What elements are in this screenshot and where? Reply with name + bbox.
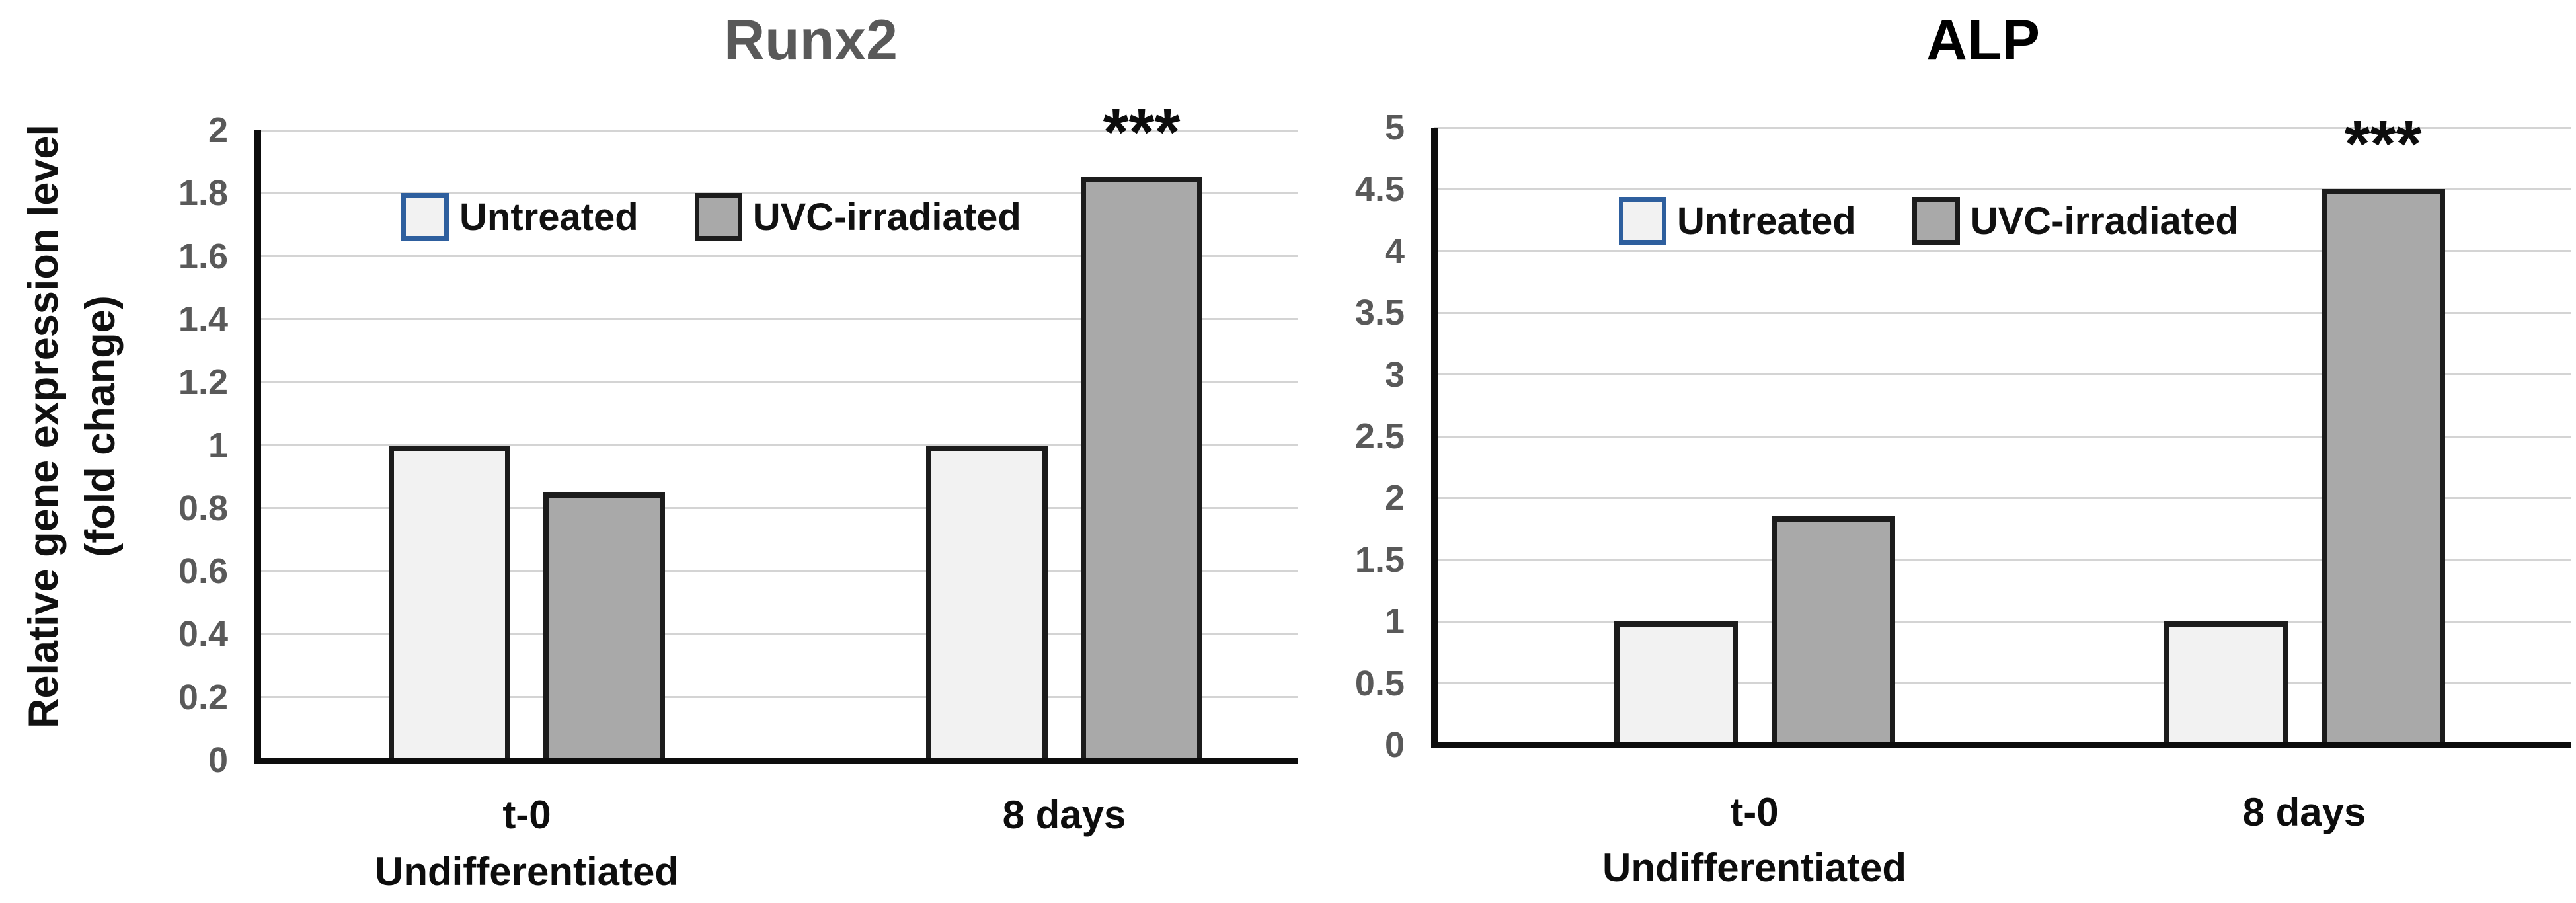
gridline [1434,682,2571,685]
x-category-label: t-0 [1730,790,1779,834]
chart-title-alp: ALP [1926,9,2040,72]
legend-swatch-uvc-irradiated [1912,197,1960,245]
gridline [1434,435,2571,438]
y-axis-tick-label: 1.5 [1354,539,1405,580]
bar-uvc-irradiated-8-days [2321,189,2445,748]
gridline [1434,373,2571,376]
gridline [1434,188,2571,190]
y-axis-tick-label: 3 [1384,354,1405,395]
gridline [258,570,1298,572]
y-axis-line [254,130,261,763]
gridline [1434,496,2571,499]
x-axis-line [254,758,1298,764]
y-axis-tick-label: 4 [1384,231,1405,271]
significance-annotation: *** [1103,95,1181,170]
gridline [258,192,1298,194]
y-axis-tick-label: 1.8 [178,173,228,214]
x-category-label: t-0 [502,793,551,837]
bar-untreated-8-days [926,445,1048,763]
y-axis-tick-label: 0.2 [178,677,228,717]
gridline [1434,250,2571,253]
bar-untreated-t-0 [1614,621,1738,748]
y-axis-tick-label: 0.6 [178,551,228,592]
gridline [1434,311,2571,314]
legend-swatch-uvc-irradiated [694,193,742,241]
y-axis-tick-label: 2 [208,110,228,150]
legend-label-untreated: Untreated [459,195,639,239]
y-axis-tick-label: 2.5 [1354,416,1405,456]
bar-uvc-irradiated-t-0 [1771,516,1895,748]
y-axis-tick-label: 5 [1384,108,1405,147]
x-category-label: 8 days [2242,790,2366,834]
gridline [258,444,1298,446]
bar-uvc-irradiated-t-0 [543,492,665,763]
bar-untreated-t-0 [389,445,510,763]
gridline [1434,559,2571,561]
y-axis-tick-label: 2 [1384,478,1405,518]
y-axis-tick-label: 0 [1384,725,1405,765]
x-category-sublabel: Undifferentiated [1602,845,1907,890]
y-axis-tick-label: 0.4 [178,614,228,654]
legend-swatch-untreated [401,193,449,241]
gridline [258,696,1298,699]
y-axis-tick-label: 1.2 [178,362,228,403]
gridline [258,381,1298,383]
y-axis-tick-label: 1 [1384,602,1405,642]
gridline [1434,620,2571,623]
y-axis-line [1431,128,1438,748]
legend-label-untreated: Untreated [1677,199,1856,243]
y-axis-tick-label: 1.4 [178,299,228,339]
legend-runx2: Untreated UVC-irradiated [401,193,1021,241]
x-axis-line [1431,742,2571,748]
y-axis-tick-label: 1.6 [178,236,228,276]
legend-alp: Untreated UVC-irradiated [1619,197,2239,245]
gridline [258,633,1298,635]
chart-title-runx2: Runx2 [724,9,898,72]
y-axis-tick-label: 0.5 [1354,663,1405,703]
gridline [1434,126,2571,129]
gridline [258,318,1298,321]
gridline [258,507,1298,510]
y-axis-tick-label: 4.5 [1354,169,1405,210]
bar-uvc-irradiated-8-days [1081,177,1202,763]
y-axis-tick-label: 0 [208,740,228,780]
y-axis-tick-label: 3.5 [1354,293,1405,333]
gridline [258,255,1298,258]
y-axis-tick-label: 1 [208,425,228,465]
y-axis-tick-label: 0.8 [178,488,228,528]
bar-untreated-8-days [2164,621,2288,748]
legend-swatch-untreated [1619,197,1666,245]
x-category-sublabel: Undifferentiated [374,849,680,894]
legend-label-uvc-irradiated: UVC-irradiated [752,195,1021,239]
gridline [258,129,1298,132]
legend-label-uvc-irradiated: UVC-irradiated [1970,199,2239,243]
x-category-label: 8 days [1002,793,1126,837]
significance-annotation: *** [2344,107,2422,182]
